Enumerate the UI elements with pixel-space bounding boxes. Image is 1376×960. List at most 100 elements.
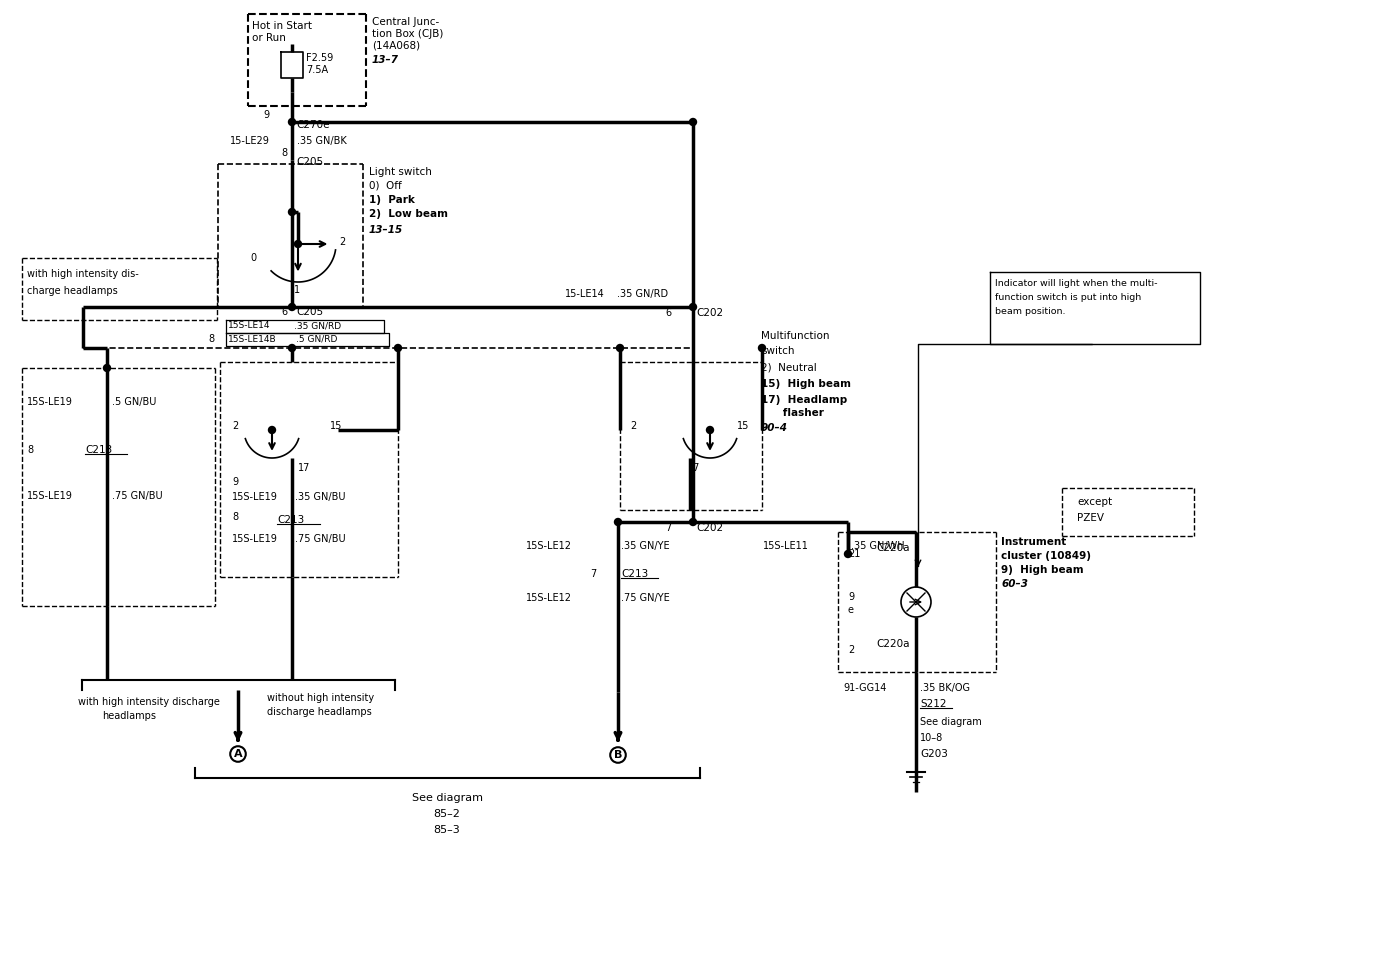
- Text: 6: 6: [281, 307, 288, 317]
- Circle shape: [706, 426, 714, 434]
- Text: 2: 2: [848, 645, 854, 655]
- Text: 8: 8: [281, 148, 288, 158]
- Text: C213: C213: [621, 569, 648, 579]
- Text: 17: 17: [688, 463, 700, 473]
- Text: flasher: flasher: [761, 408, 824, 418]
- Text: 15S-LE12: 15S-LE12: [526, 541, 572, 551]
- Text: .35 GN/BK: .35 GN/BK: [297, 136, 347, 146]
- Text: 9: 9: [848, 592, 854, 602]
- Text: or Run: or Run: [252, 33, 286, 43]
- Text: 21: 21: [848, 549, 860, 559]
- Circle shape: [615, 518, 622, 525]
- Text: 1)  Park: 1) Park: [369, 195, 416, 205]
- Text: Light switch: Light switch: [369, 167, 432, 177]
- Text: .5 GN/RD: .5 GN/RD: [296, 334, 337, 344]
- Text: PZEV: PZEV: [1077, 513, 1104, 523]
- Text: 8: 8: [233, 512, 238, 522]
- Text: 17: 17: [299, 463, 311, 473]
- Text: See diagram: See diagram: [411, 793, 483, 803]
- Circle shape: [845, 550, 852, 558]
- Text: 91-GG14: 91-GG14: [843, 683, 886, 693]
- Text: 7: 7: [665, 523, 671, 533]
- Text: C220a: C220a: [877, 639, 910, 649]
- Text: .5 GN/BU: .5 GN/BU: [111, 397, 157, 407]
- Text: 17)  Headlamp: 17) Headlamp: [761, 395, 848, 405]
- Text: 8: 8: [208, 334, 215, 344]
- Text: C270e: C270e: [296, 120, 329, 130]
- Circle shape: [103, 365, 110, 372]
- Text: 9: 9: [264, 110, 270, 120]
- Text: 2: 2: [630, 421, 636, 431]
- Text: with high intensity discharge: with high intensity discharge: [78, 697, 220, 707]
- Text: 60–3: 60–3: [1000, 579, 1028, 589]
- Text: 0: 0: [250, 253, 256, 263]
- Circle shape: [689, 303, 696, 310]
- Text: 85–2: 85–2: [433, 809, 461, 819]
- Text: .35 BK/OG: .35 BK/OG: [921, 683, 970, 693]
- Text: C205: C205: [296, 157, 323, 167]
- Text: C202: C202: [696, 308, 724, 318]
- Text: 2: 2: [338, 237, 345, 247]
- Text: 7.5A: 7.5A: [305, 65, 327, 75]
- Text: Instrument: Instrument: [1000, 537, 1066, 547]
- Circle shape: [616, 345, 623, 351]
- Text: S212: S212: [921, 699, 947, 709]
- Text: .35 GN/WH: .35 GN/WH: [850, 541, 904, 551]
- Text: C213: C213: [85, 445, 113, 455]
- Text: e: e: [848, 605, 854, 615]
- Text: 7: 7: [590, 569, 596, 579]
- Text: 8: 8: [28, 445, 33, 455]
- Text: (14A068): (14A068): [372, 41, 420, 51]
- Text: .35 GN/YE: .35 GN/YE: [621, 541, 670, 551]
- Text: 13–7: 13–7: [372, 55, 399, 65]
- Text: switch: switch: [761, 346, 794, 356]
- Text: 15-LE14: 15-LE14: [566, 289, 604, 299]
- Text: 9: 9: [233, 477, 238, 487]
- Text: 2)  Low beam: 2) Low beam: [369, 209, 449, 219]
- Text: 0)  Off: 0) Off: [369, 181, 402, 191]
- Text: C202: C202: [696, 523, 724, 533]
- Text: headlamps: headlamps: [102, 711, 155, 721]
- Text: 15-LE29: 15-LE29: [230, 136, 270, 146]
- Text: charge headlamps: charge headlamps: [28, 286, 118, 296]
- Text: 15S-LE12: 15S-LE12: [526, 593, 572, 603]
- Text: Central Junc-: Central Junc-: [372, 17, 439, 27]
- Text: cluster (10849): cluster (10849): [1000, 551, 1091, 561]
- Text: with high intensity dis-: with high intensity dis-: [28, 269, 139, 279]
- Text: 2)  Neutral: 2) Neutral: [761, 363, 817, 373]
- Text: 15S-LE11: 15S-LE11: [764, 541, 809, 551]
- Text: 15: 15: [738, 421, 750, 431]
- Text: .35 GN/RD: .35 GN/RD: [616, 289, 669, 299]
- Circle shape: [289, 118, 296, 126]
- Text: tion Box (CJB): tion Box (CJB): [372, 29, 443, 39]
- Text: 90–4: 90–4: [761, 423, 788, 433]
- Circle shape: [758, 345, 765, 351]
- Text: 15: 15: [330, 421, 343, 431]
- Text: See diagram: See diagram: [921, 717, 981, 727]
- Text: 9)  High beam: 9) High beam: [1000, 565, 1084, 575]
- Text: function switch is put into high: function switch is put into high: [995, 294, 1141, 302]
- Circle shape: [689, 118, 696, 126]
- Text: 1: 1: [294, 285, 300, 295]
- Circle shape: [689, 518, 696, 525]
- Circle shape: [294, 241, 301, 248]
- Text: .75 GN/BU: .75 GN/BU: [294, 534, 345, 544]
- Text: 10–8: 10–8: [921, 733, 944, 743]
- Text: C220a: C220a: [877, 543, 910, 553]
- Text: G203: G203: [921, 749, 948, 759]
- Text: except: except: [1077, 497, 1112, 507]
- Text: 6: 6: [665, 308, 671, 318]
- Circle shape: [289, 208, 296, 215]
- Text: C213: C213: [277, 515, 304, 525]
- Text: 85–3: 85–3: [433, 825, 461, 835]
- Text: 2: 2: [233, 421, 238, 431]
- Circle shape: [395, 345, 402, 351]
- Circle shape: [268, 426, 275, 434]
- Text: Hot in Start: Hot in Start: [252, 21, 312, 31]
- Text: 15S-LE19: 15S-LE19: [28, 491, 73, 501]
- Text: 15)  High beam: 15) High beam: [761, 379, 850, 389]
- Text: Indicator will light when the multi-: Indicator will light when the multi-: [995, 279, 1157, 289]
- Text: 15S-LE19: 15S-LE19: [233, 534, 278, 544]
- Text: Multifunction: Multifunction: [761, 331, 830, 341]
- Text: .75 GN/YE: .75 GN/YE: [621, 593, 670, 603]
